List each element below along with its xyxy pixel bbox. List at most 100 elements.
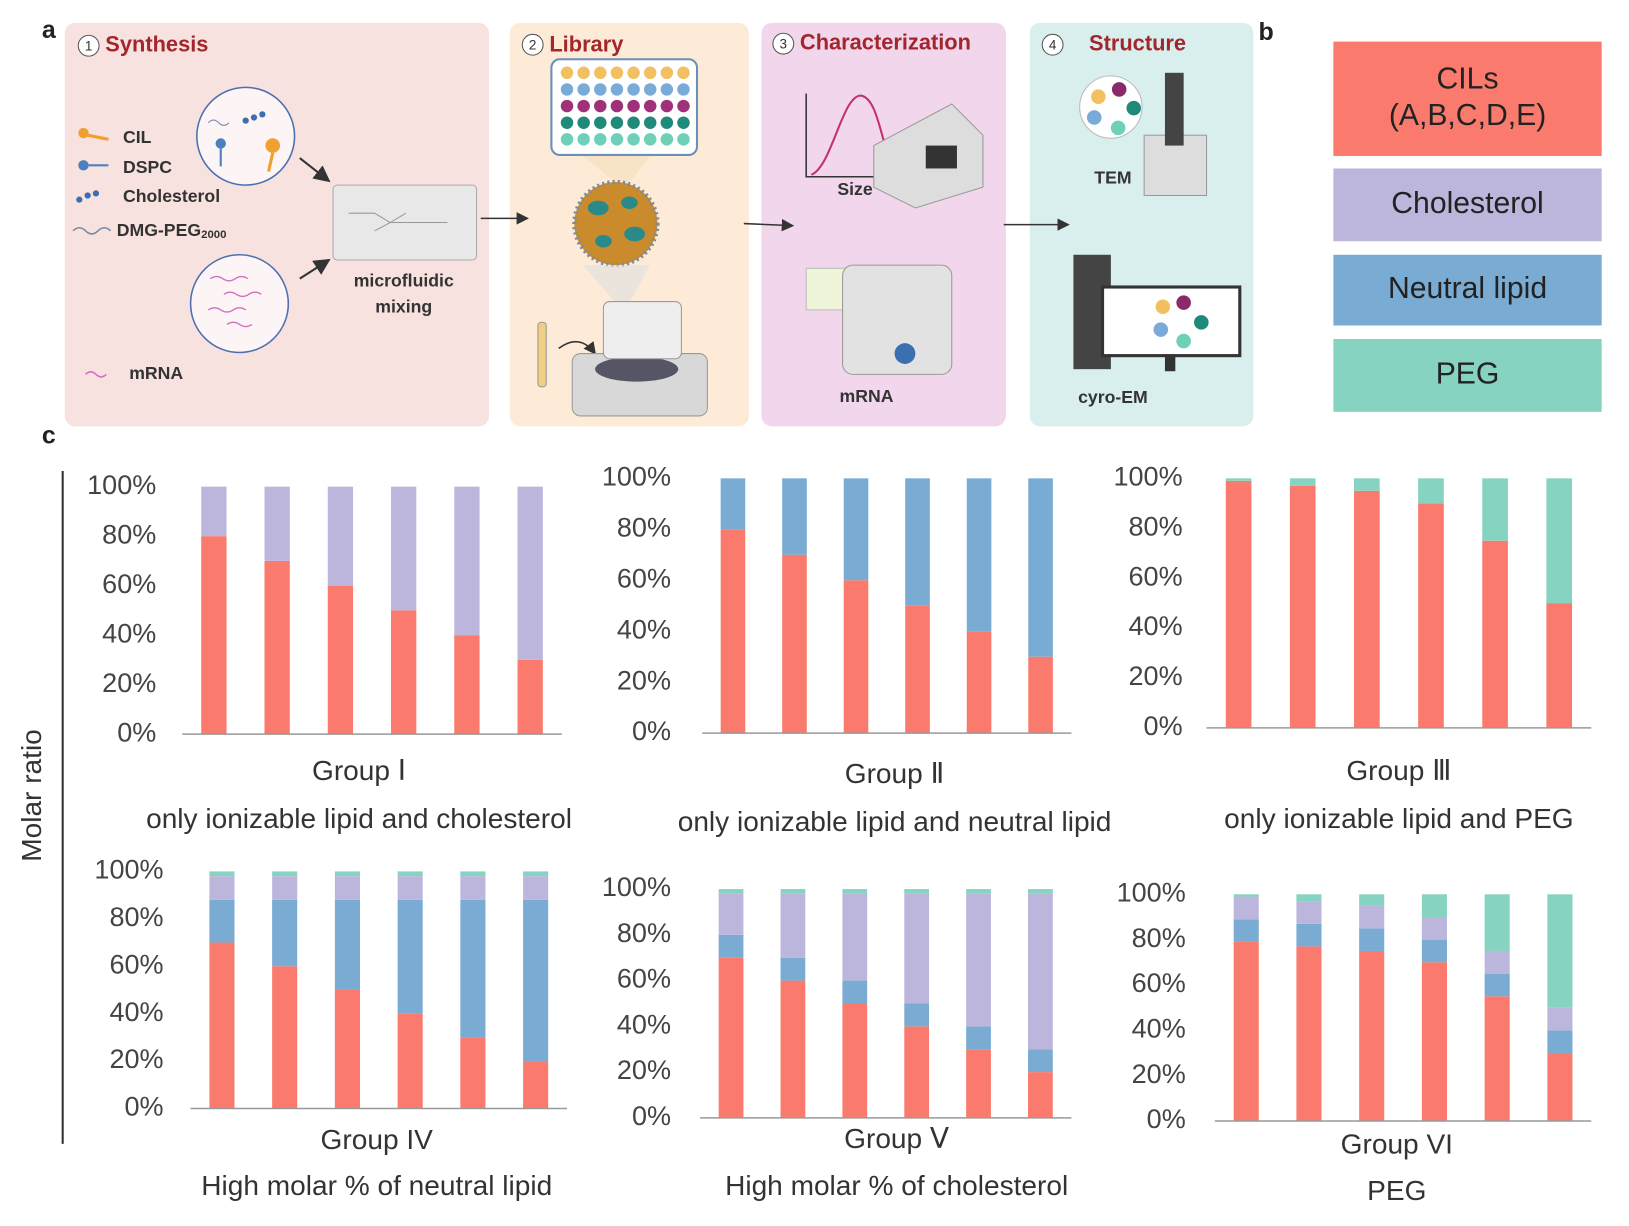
text-line: (A,B,C,D,E) (1389, 99, 1546, 132)
y-tick-label: 0% (632, 1101, 671, 1131)
bar-segment (780, 957, 806, 981)
tem-particles (1086, 82, 1142, 136)
bar-segment (966, 1049, 991, 1118)
legend-swatch (1333, 168, 1602, 242)
y-tick-label: 60% (109, 949, 163, 979)
bar-segment (397, 871, 423, 877)
bar-segment (1289, 485, 1316, 728)
bar-segment (523, 876, 549, 900)
bar-segment (1421, 916, 1447, 940)
bar-segment (264, 560, 290, 735)
bar-segment (397, 899, 423, 1014)
step-title: Synthesis (105, 32, 208, 57)
bar-segment (1028, 478, 1053, 657)
bar-segment (904, 1003, 930, 1027)
bar-segment (1289, 478, 1316, 486)
well (577, 83, 590, 96)
mixer-label: microfluidic (354, 270, 454, 290)
y-tick-label: 20% (1132, 1059, 1186, 1089)
well (660, 83, 674, 96)
well (577, 99, 590, 113)
step-title: Library (549, 32, 624, 57)
well (677, 116, 690, 129)
bar-segment (782, 554, 807, 734)
zoom-cone (582, 265, 651, 312)
mrna-assay-label: mRNA (840, 386, 894, 406)
centrifuge-rotor (595, 356, 679, 382)
bar-segment (966, 478, 992, 632)
bar-segment (460, 876, 486, 900)
bar-segment (966, 893, 991, 1027)
bar-segment (460, 899, 486, 1038)
bar-segment (1233, 896, 1259, 920)
well (643, 133, 657, 146)
well (594, 66, 607, 80)
bar-segment (1354, 478, 1380, 491)
bar-segment (843, 580, 869, 734)
y-tick-label: 20% (617, 665, 671, 695)
tem-label: TEM (1094, 168, 1131, 188)
y-tick-label: 0% (1144, 711, 1183, 741)
size-label: Size (837, 179, 873, 199)
mixer-label: mixing (375, 296, 432, 316)
bar-segment (391, 486, 417, 611)
tube (537, 321, 547, 388)
nanoparticle (572, 179, 660, 268)
y-tick-label: 80% (617, 918, 671, 948)
bar-segment (718, 934, 744, 958)
bar-segment (1484, 894, 1510, 951)
bar-segment (264, 486, 290, 561)
step-number: 3 (780, 36, 788, 51)
y-tick-label: 60% (1132, 968, 1186, 998)
bar-segment (1233, 919, 1259, 942)
bar-segment (904, 889, 930, 894)
plate (550, 58, 699, 156)
bar-segment (454, 486, 480, 636)
well (577, 133, 590, 146)
zoom-cone (582, 155, 651, 190)
bar-segment (780, 889, 806, 894)
bar-segment (720, 478, 746, 530)
chart-subtitle: High molar % of neutral lipid (201, 1170, 552, 1201)
well (677, 83, 690, 96)
bar-segment (1484, 996, 1510, 1121)
well (627, 99, 640, 113)
component-label: Cholesterol (123, 186, 220, 206)
bar-segment (1354, 490, 1380, 728)
well (577, 66, 590, 80)
bar-segment (1233, 941, 1259, 1121)
bar-segment (334, 871, 360, 877)
y-tick-label: 60% (617, 964, 671, 994)
bar-segment (905, 605, 930, 734)
bar-segment (1296, 894, 1322, 902)
bar-segment (209, 876, 235, 900)
dls-port (925, 145, 957, 169)
y-tick-label: 80% (1132, 923, 1186, 953)
y-axis-title: Molar ratio (16, 729, 47, 862)
legend-label: Cholesterol (1391, 187, 1543, 220)
bar-segment (1546, 603, 1573, 728)
chart-title: Group Ⅰ (312, 755, 406, 786)
well (610, 99, 624, 113)
bar-segment (391, 610, 417, 735)
chart-subtitle: only ionizable lipid and PEG (1224, 803, 1573, 834)
panel-label: a (42, 16, 57, 44)
y-tick-label: 60% (102, 569, 156, 599)
y-tick-label: 0% (632, 716, 671, 746)
well (677, 66, 690, 80)
bar-segment (334, 899, 360, 990)
bar-segment (1028, 1072, 1053, 1118)
bar-segment (1547, 894, 1573, 1008)
bar-segment (1225, 478, 1252, 481)
bar-segment (1484, 973, 1510, 997)
well (660, 133, 674, 146)
bar-segment (209, 942, 235, 1109)
well (643, 99, 657, 113)
step-number: 4 (1049, 37, 1057, 52)
bar-segment (1547, 1030, 1573, 1053)
bar-segment (397, 1013, 423, 1109)
step-circle (521, 33, 544, 56)
step-circle (772, 32, 795, 55)
bar-segment (842, 980, 868, 1004)
